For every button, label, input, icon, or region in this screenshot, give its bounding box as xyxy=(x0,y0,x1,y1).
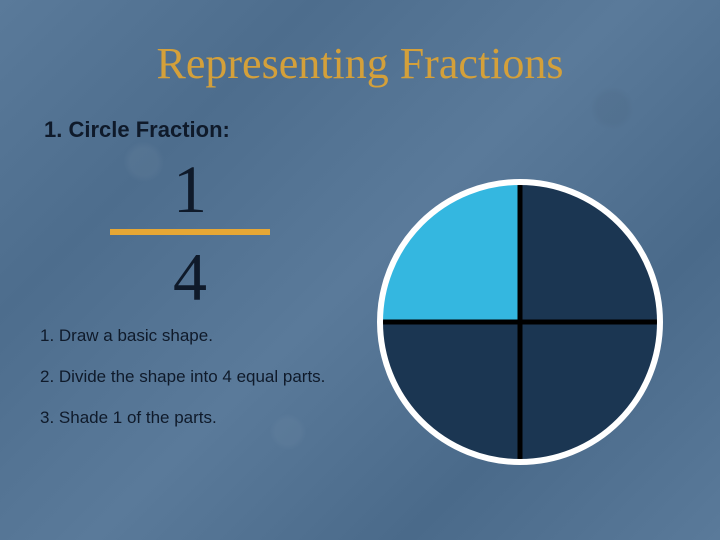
circle-fraction-diagram xyxy=(370,172,670,477)
step-1: 1. Draw a basic shape. xyxy=(40,325,380,348)
fraction-display: 1 4 xyxy=(100,155,280,311)
section-subtitle: 1. Circle Fraction: xyxy=(44,117,680,143)
pie-chart-icon xyxy=(370,172,670,472)
left-column: 1 4 1. Draw a basic shape. 2. Divide the… xyxy=(40,161,380,448)
steps-list: 1. Draw a basic shape. 2. Divide the sha… xyxy=(40,325,380,448)
step-2: 2. Divide the shape into 4 equal parts. xyxy=(40,366,380,389)
fraction-numerator: 1 xyxy=(173,155,207,223)
step-3: 3. Shade 1 of the parts. xyxy=(40,407,380,430)
fraction-bar xyxy=(110,229,270,235)
slide: Representing Fractions 1. Circle Fractio… xyxy=(0,0,720,540)
fraction-denominator: 4 xyxy=(173,243,207,311)
page-title: Representing Fractions xyxy=(40,38,680,89)
